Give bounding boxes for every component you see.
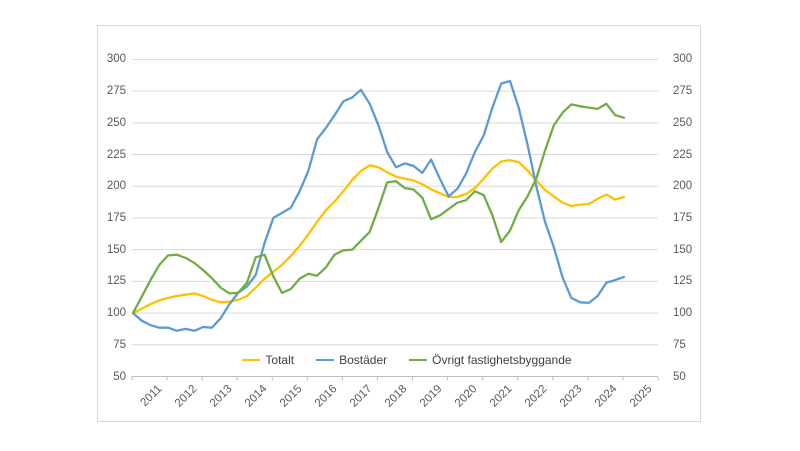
y-axis-label-right: 50: [673, 370, 686, 383]
y-axis-label-right: 200: [673, 180, 693, 193]
y-axis-label-left: 225: [106, 148, 126, 161]
y-axis-label-left: 200: [106, 180, 126, 193]
y-axis-label-right: 100: [673, 307, 693, 320]
series-line-totalt: [131, 159, 626, 315]
y-axis-label-left: 175: [106, 211, 126, 224]
legend-line-swatch: [409, 359, 428, 361]
y-axis-label-left: 75: [113, 338, 126, 351]
legend-label: Övrigt fastighetsbyggande: [432, 353, 572, 367]
legend-line-swatch: [316, 359, 335, 361]
y-axis-label-left: 250: [106, 116, 126, 129]
legend-item-bost-der: Bostäder: [316, 353, 387, 367]
legend-line-swatch: [242, 359, 261, 361]
y-axis-label-right: 300: [673, 53, 693, 66]
y-axis-label-left: 275: [106, 85, 126, 98]
y-axis-label-right: 250: [673, 116, 693, 129]
legend-label: Bostäder: [339, 353, 388, 367]
y-axis-label-left: 100: [106, 307, 126, 320]
legend-label: Totalt: [265, 353, 295, 367]
legend-item--vrigt-fastighetsbyggande: Övrigt fastighetsbyggande: [409, 353, 572, 367]
legend-item-totalt: Totalt: [242, 353, 294, 367]
y-axis-label-right: 125: [673, 275, 693, 288]
series-line--vrigt-fastighetsbyggande: [131, 102, 626, 315]
y-axis-label-left: 300: [106, 53, 126, 66]
y-axis-label-right: 75: [673, 338, 686, 351]
series-line-bost-der: [131, 79, 626, 332]
y-axis-label-left: 50: [113, 370, 126, 383]
y-axis-label-right: 225: [673, 148, 693, 161]
chart-legend: Totalt Bostäder Övrigt fastighetsbyggande: [97, 353, 717, 367]
y-axis-label-right: 175: [673, 211, 693, 224]
y-axis-label-left: 125: [106, 275, 126, 288]
y-axis-label-right: 275: [673, 85, 693, 98]
y-axis-label-left: 150: [106, 243, 126, 256]
y-axis-label-right: 150: [673, 243, 693, 256]
